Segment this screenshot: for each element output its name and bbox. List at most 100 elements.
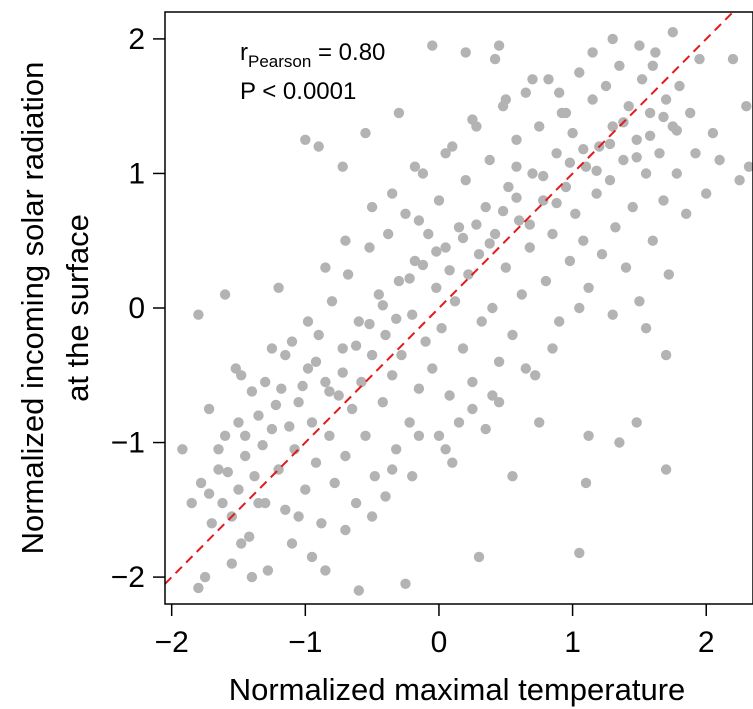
data-point xyxy=(644,130,656,141)
data-point xyxy=(236,370,247,381)
data-point xyxy=(447,457,458,468)
data-point xyxy=(667,27,678,38)
data-point xyxy=(440,148,451,159)
data-point xyxy=(467,114,478,125)
data-point xyxy=(640,168,652,179)
x-tick-label: 2 xyxy=(698,626,715,659)
data-point xyxy=(520,363,531,374)
data-point xyxy=(694,53,705,65)
data-point xyxy=(286,538,298,549)
data-point xyxy=(391,444,402,455)
data-point xyxy=(293,397,304,408)
data-point xyxy=(440,242,451,253)
data-point xyxy=(618,154,629,166)
data-point xyxy=(377,397,388,408)
data-point xyxy=(560,181,572,193)
data-point xyxy=(647,235,658,246)
data-point xyxy=(313,141,324,152)
data-point xyxy=(620,262,632,273)
data-point xyxy=(300,484,311,495)
data-point xyxy=(604,175,616,186)
data-point xyxy=(417,259,429,271)
data-point xyxy=(600,80,612,92)
data-point xyxy=(511,134,522,145)
data-point xyxy=(497,205,509,217)
data-point xyxy=(369,471,380,482)
data-point xyxy=(244,531,255,542)
data-point xyxy=(219,430,231,441)
data-point xyxy=(570,208,581,219)
data-point xyxy=(631,417,642,428)
data-point xyxy=(300,134,311,145)
data-point xyxy=(493,356,505,367)
data-point xyxy=(377,300,388,311)
data-point xyxy=(413,383,425,394)
data-point xyxy=(431,282,442,293)
data-point xyxy=(440,444,451,455)
data-point xyxy=(447,141,458,152)
data-point xyxy=(583,430,594,441)
data-point xyxy=(631,134,642,145)
data-point xyxy=(366,201,378,213)
data-point xyxy=(400,578,411,589)
data-point xyxy=(580,477,592,489)
data-point xyxy=(660,94,672,105)
data-point xyxy=(380,491,391,502)
data-point xyxy=(527,74,538,85)
data-point xyxy=(714,154,725,166)
data-point xyxy=(685,107,696,119)
data-point xyxy=(674,80,685,92)
data-point xyxy=(487,302,498,314)
data-point xyxy=(413,430,425,441)
data-point xyxy=(627,201,638,213)
data-point xyxy=(326,296,338,307)
data-point xyxy=(489,228,501,240)
p-value-annotation: P < 0.0001 xyxy=(240,78,356,105)
data-point xyxy=(337,367,348,378)
x-axis-label: Normalized maximal temperature xyxy=(229,672,686,707)
data-point xyxy=(560,107,572,119)
data-point xyxy=(373,289,384,300)
data-point xyxy=(360,127,371,139)
data-point xyxy=(607,309,618,320)
data-point xyxy=(591,188,602,199)
data-point xyxy=(516,289,527,300)
data-point xyxy=(631,152,642,163)
data-point xyxy=(433,195,445,206)
data-point xyxy=(463,269,474,280)
data-point xyxy=(226,558,237,569)
data-point xyxy=(253,497,264,509)
data-point xyxy=(614,437,625,448)
x-axis: −2 −1 0 1 2 xyxy=(155,604,715,659)
data-point xyxy=(471,219,482,230)
data-point xyxy=(253,410,264,421)
data-point xyxy=(324,430,335,441)
data-point xyxy=(366,511,378,522)
data-point xyxy=(213,464,224,475)
data-point xyxy=(302,316,314,327)
data-point xyxy=(583,282,594,293)
y-tick-label: 0 xyxy=(128,292,145,325)
data-point xyxy=(203,403,215,415)
data-point xyxy=(681,208,692,219)
data-point xyxy=(587,94,598,105)
data-point xyxy=(350,340,362,351)
data-point xyxy=(387,188,398,199)
data-point xyxy=(457,232,469,244)
data-point xyxy=(404,273,415,284)
data-point xyxy=(654,148,665,159)
data-point xyxy=(574,67,585,78)
data-point xyxy=(193,582,204,594)
data-point xyxy=(650,47,661,58)
data-point xyxy=(493,397,505,408)
data-point xyxy=(260,376,271,388)
data-point xyxy=(413,215,425,226)
data-point xyxy=(270,399,282,411)
data-point xyxy=(660,349,672,361)
data-point xyxy=(387,464,398,475)
data-point xyxy=(249,471,260,482)
data-point xyxy=(480,201,491,213)
data-point xyxy=(233,417,244,428)
data-point xyxy=(353,585,364,596)
